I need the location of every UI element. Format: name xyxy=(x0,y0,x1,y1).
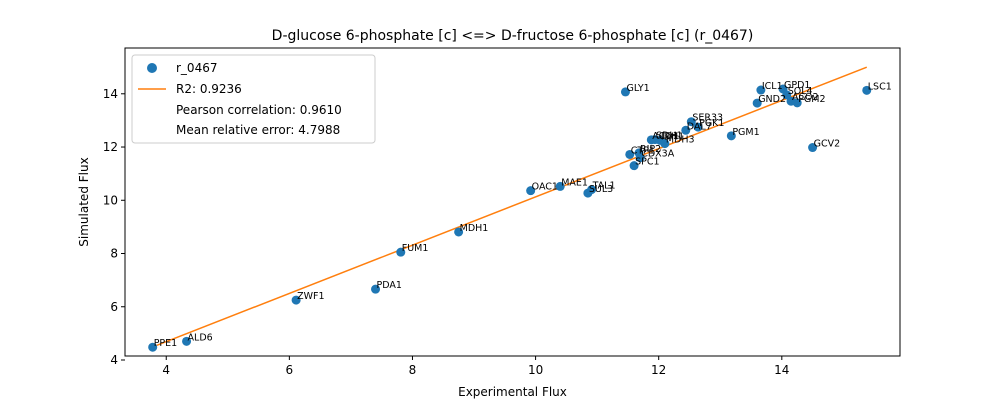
data-point-label: SDH1 xyxy=(656,131,683,142)
points-layer xyxy=(148,84,872,352)
data-point-pgk1 xyxy=(693,122,703,132)
data-point-label: ACO1 xyxy=(652,131,679,142)
data-point-label: PGK1 xyxy=(699,118,724,129)
data-point-gly1 xyxy=(620,87,630,97)
legend-marker-points xyxy=(147,63,157,73)
data-point-label: RIP2 xyxy=(640,144,661,155)
y-tick-label: 8 xyxy=(110,247,118,261)
data-point-pda1 xyxy=(371,284,381,294)
data-point-label: PPE1 xyxy=(154,338,178,349)
data-point-label: PGM2 xyxy=(798,94,825,105)
legend: r_0467 R2: 0.9236 Pearson correlation: 0… xyxy=(131,54,376,144)
plot-frame xyxy=(124,47,901,357)
data-point-label: CDX3A xyxy=(641,149,675,160)
data-point-label: IDH1 xyxy=(661,131,684,142)
x-axis-ticks: 4 6 8 10 12 14 xyxy=(162,356,789,377)
x-tick-label: 4 xyxy=(162,363,170,377)
data-point-dal7 xyxy=(681,125,691,135)
data-point-zwf1 xyxy=(291,295,301,305)
data-point-sol4 xyxy=(782,90,792,100)
y-tick-label: 4 xyxy=(110,353,118,367)
data-point-label: MDH1 xyxy=(460,223,489,234)
data-point-ser33 xyxy=(686,117,696,127)
data-point-fum1 xyxy=(396,247,406,257)
data-point-label: GCV2 xyxy=(814,139,841,150)
data-point-mdh1 xyxy=(454,227,464,237)
data-point-label: DAL7 xyxy=(687,121,712,132)
data-point-label: SOL4 xyxy=(788,86,813,97)
data-point-label: PDA1 xyxy=(377,280,402,291)
chart-title: D-glucose 6-phosphate [c] <=> D-fructose… xyxy=(272,28,754,44)
data-point-label: GND2 xyxy=(758,94,786,105)
legend-box xyxy=(131,54,376,144)
data-point-label: MDH3 xyxy=(666,135,695,146)
x-tick-label: 12 xyxy=(651,363,666,377)
data-point-label: SER33 xyxy=(692,113,723,124)
legend-series-name: r_0467 xyxy=(176,61,217,75)
legend-r2: R2: 0.9236 xyxy=(176,82,242,96)
legend-pearson: Pearson correlation: 0.9610 xyxy=(176,103,342,117)
legend-mre: Mean relative error: 4.7988 xyxy=(176,123,340,137)
x-tick-label: 8 xyxy=(409,363,417,377)
data-point-label: CTP1 xyxy=(631,145,655,156)
fit-line xyxy=(152,66,868,348)
y-axis-ticks: 4 6 8 10 12 14 xyxy=(103,87,125,367)
fit-line-layer xyxy=(152,66,868,348)
data-point-ppe1 xyxy=(148,342,158,352)
data-point-label: MAE1 xyxy=(561,177,588,188)
data-point-label: TAL1 xyxy=(592,181,616,192)
data-point-lsc1 xyxy=(862,85,872,95)
data-point-label: GLY1 xyxy=(626,83,649,94)
data-point-label: ICL1 xyxy=(762,81,783,92)
data-point-label: ALD6 xyxy=(188,332,213,343)
data-point-label: SUL3 xyxy=(589,184,613,195)
data-point-label: GPD1 xyxy=(784,80,810,91)
data-point-tal1 xyxy=(587,185,597,195)
y-tick-label: 10 xyxy=(103,193,118,207)
data-point-gcv2 xyxy=(808,143,818,153)
data-point-ald6 xyxy=(182,336,192,346)
data-point-oac1 xyxy=(526,186,536,196)
x-tick-label: 10 xyxy=(528,363,543,377)
data-point-label: PGM1 xyxy=(732,127,759,138)
data-point-label: SPC1 xyxy=(635,157,659,168)
data-point-spc1 xyxy=(629,161,639,171)
data-point-label: LSC1 xyxy=(868,81,892,92)
data-point-label: FUM1 xyxy=(402,243,429,254)
data-point-gnd2 xyxy=(752,98,762,108)
data-point-label: ZWF1 xyxy=(297,291,324,302)
y-tick-label: 14 xyxy=(103,87,118,101)
data-point-pgm1 xyxy=(726,131,736,141)
x-tick-label: 14 xyxy=(774,363,789,377)
data-point-icl1 xyxy=(756,85,766,95)
point-labels-layer: PPE1 ALD6 ZWF1 PDA1 FUM1 MDH1 OAC1 MAE1SUL3TAL1… xyxy=(154,80,892,349)
data-point-label: ACO2 xyxy=(792,92,819,103)
x-tick-label: 6 xyxy=(286,363,294,377)
data-point-mdh3 xyxy=(660,139,670,149)
data-point-mae1 xyxy=(555,181,565,191)
data-point-label: OAC1 xyxy=(532,182,558,193)
data-point-pgm2 xyxy=(792,98,802,108)
y-tick-label: 6 xyxy=(110,300,118,314)
data-point-cdx3a xyxy=(635,153,645,163)
data-point-ctp1 xyxy=(625,149,635,159)
x-axis-label: Experimental Flux xyxy=(458,385,567,399)
y-axis-label: Simulated Flux xyxy=(77,157,91,246)
y-tick-label: 12 xyxy=(103,140,118,154)
